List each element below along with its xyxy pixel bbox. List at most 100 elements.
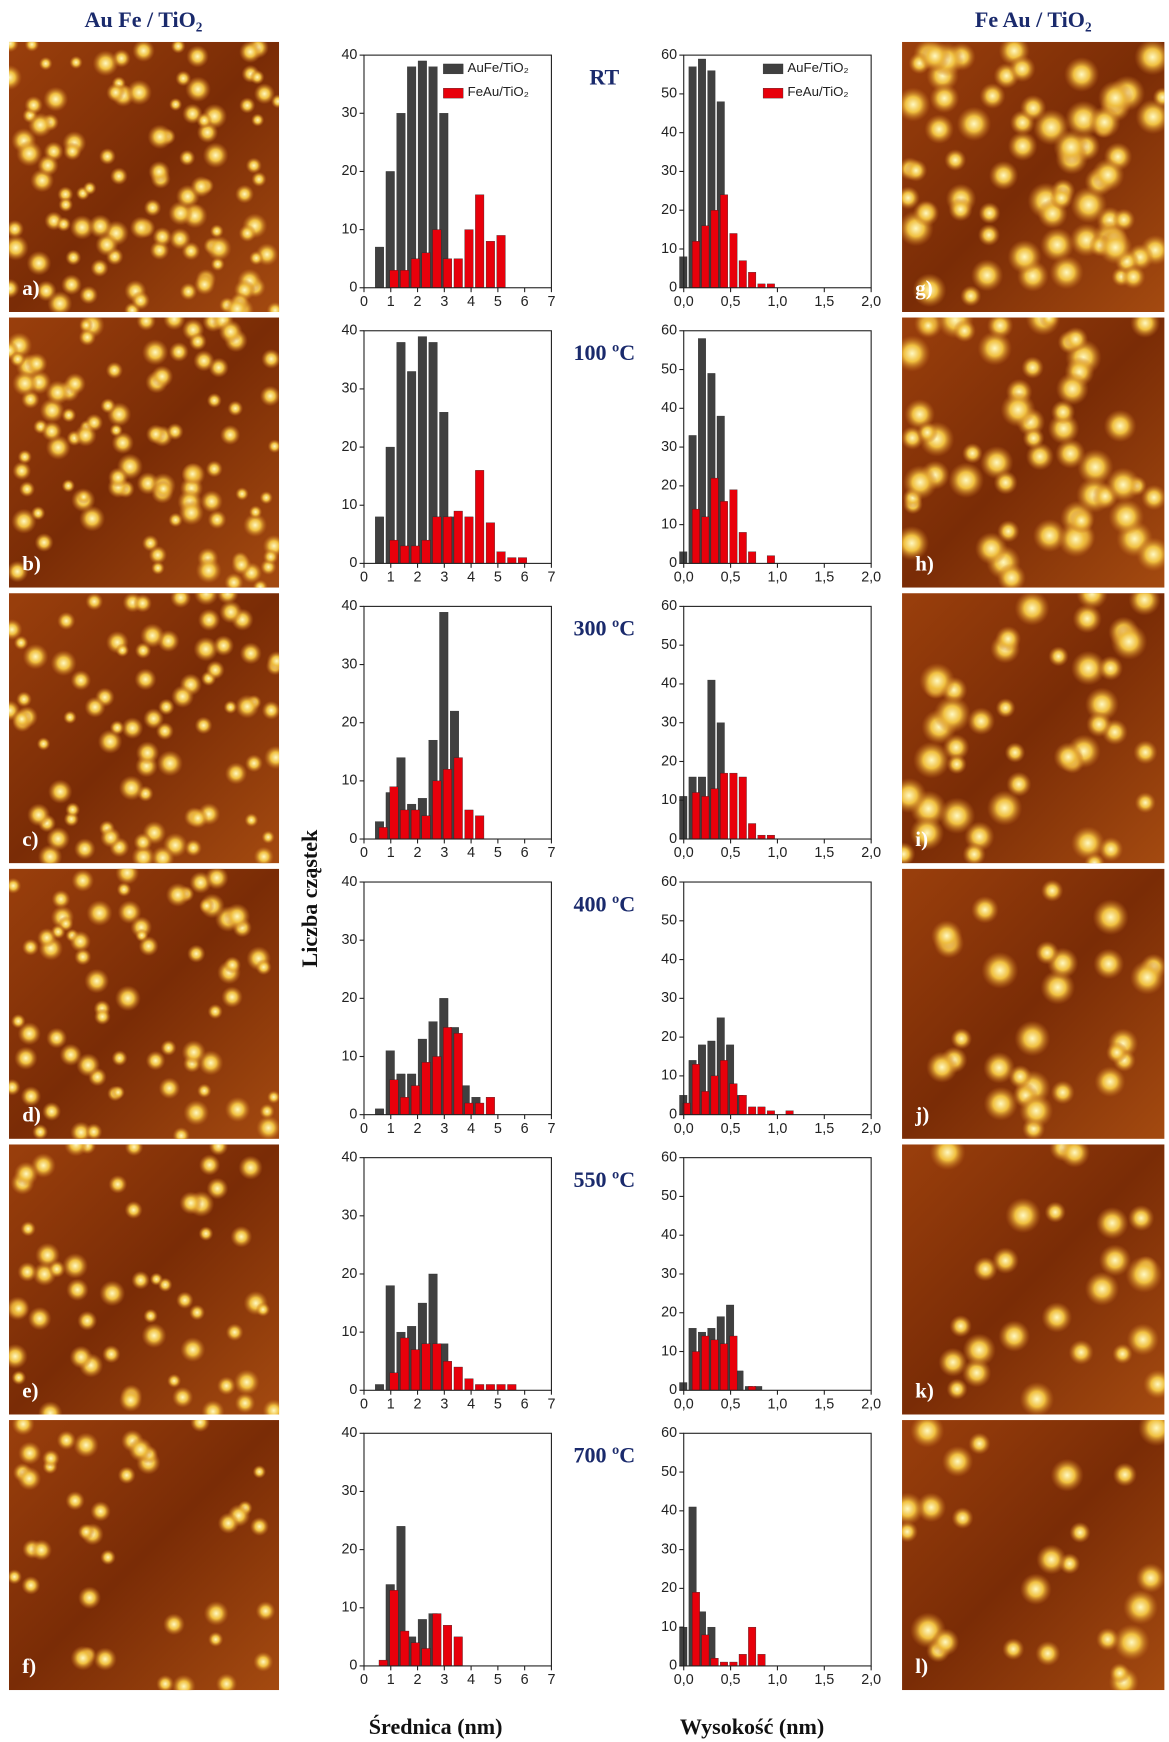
afm-image	[8, 317, 280, 588]
x-tick-label: 2,0	[861, 570, 881, 586]
particle	[24, 41, 40, 52]
bar	[720, 1343, 728, 1391]
particle	[143, 198, 162, 217]
particle	[946, 754, 967, 775]
bar	[432, 229, 442, 288]
particle	[85, 593, 104, 611]
bar	[421, 539, 431, 564]
particle	[255, 1601, 276, 1622]
particle	[97, 729, 123, 754]
particle	[1032, 518, 1067, 553]
temperature-label: 700 ºC	[573, 1443, 635, 1468]
particle	[156, 750, 184, 777]
particle	[919, 41, 951, 72]
particle	[151, 561, 165, 575]
particle	[188, 332, 207, 351]
bar	[432, 1343, 442, 1391]
x-tick-label: 0,0	[674, 845, 694, 861]
y-tick-label: 10	[341, 773, 357, 789]
particle	[978, 202, 1001, 225]
particle	[88, 214, 113, 239]
particle	[76, 1053, 101, 1078]
particle	[1127, 1204, 1155, 1232]
x-tick-label: 2,0	[861, 1672, 881, 1688]
bar	[507, 557, 517, 564]
bar	[400, 545, 410, 564]
y-tick-label: 60	[661, 47, 677, 63]
particle	[1112, 208, 1136, 232]
afm-image	[902, 1420, 1165, 1691]
particle	[77, 1310, 98, 1331]
x-tick-label: 0,5	[721, 1672, 741, 1688]
bar	[464, 1378, 474, 1391]
y-tick-label: 30	[661, 439, 677, 455]
x-tick-label: 2	[414, 570, 422, 586]
particle	[950, 1028, 973, 1050]
bar	[389, 1372, 399, 1391]
particle	[948, 462, 985, 499]
legend-label: FeAu/TiO₂	[787, 84, 848, 99]
particle	[938, 797, 976, 835]
y-tick-label: 40	[341, 598, 357, 614]
particle	[178, 149, 196, 166]
particle	[132, 41, 155, 63]
particle	[238, 1155, 263, 1180]
particle	[187, 807, 209, 829]
particle	[243, 513, 268, 538]
y-tick-label: 10	[661, 1068, 677, 1084]
particle	[1068, 1339, 1094, 1365]
particle	[74, 424, 97, 447]
particle	[82, 181, 97, 196]
particle	[1059, 1144, 1090, 1168]
particle	[251, 171, 267, 187]
particle	[224, 903, 251, 930]
particle	[9, 351, 26, 368]
particle	[115, 643, 130, 658]
particle	[1070, 826, 1105, 860]
particle	[266, 651, 280, 672]
x-tick-label: 0	[360, 1396, 368, 1412]
particle	[187, 944, 206, 963]
panel-label: a)	[22, 276, 39, 300]
particle	[8, 219, 25, 239]
bar	[738, 260, 747, 288]
particle	[57, 611, 76, 631]
particle	[16, 691, 32, 708]
particle	[206, 392, 222, 409]
particle	[913, 741, 951, 779]
x-tick-label: 1,0	[767, 845, 787, 861]
bar	[710, 1339, 719, 1391]
bar	[766, 283, 775, 288]
particle	[78, 328, 97, 347]
particle	[930, 920, 963, 952]
bar	[421, 815, 431, 840]
particle	[93, 1647, 117, 1671]
particle	[32, 1124, 49, 1139]
particle	[259, 1103, 275, 1120]
x-tick-label: 1	[387, 570, 395, 586]
y-tick-label: 10	[661, 1619, 677, 1635]
particle	[193, 636, 219, 662]
particle	[41, 420, 63, 442]
x-tick-label: 5	[494, 570, 502, 586]
particle	[917, 317, 939, 337]
particle	[1053, 742, 1084, 772]
particle	[1135, 99, 1165, 135]
particle	[1126, 1323, 1160, 1356]
y-tick-label: 10	[661, 792, 677, 808]
x-tick-label: 1,5	[814, 1121, 834, 1137]
particle	[253, 1651, 274, 1672]
particle	[902, 525, 930, 561]
particle	[65, 1491, 85, 1511]
particle	[25, 352, 48, 375]
particle	[1123, 1589, 1159, 1625]
particle	[203, 1600, 229, 1626]
x-tick-label: 4	[467, 1672, 475, 1688]
bar	[738, 1654, 747, 1667]
x-tick-label: 5	[494, 1396, 502, 1412]
y-tick-label: 50	[661, 913, 677, 929]
x-tick-label: 6	[521, 570, 529, 586]
particle	[1004, 742, 1026, 763]
particle	[213, 635, 235, 657]
